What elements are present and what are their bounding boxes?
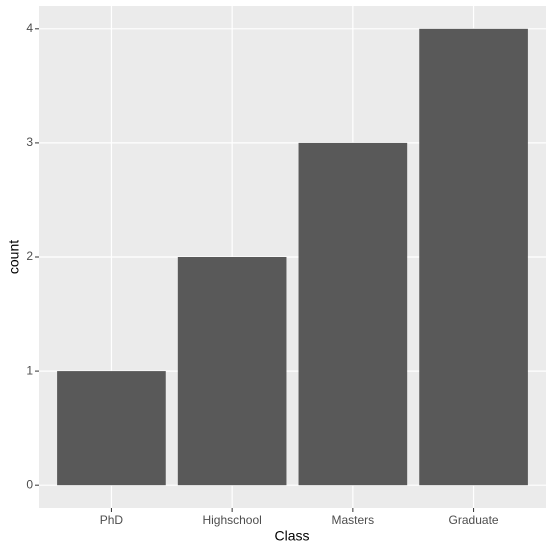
x-axis-title: Class (274, 528, 309, 544)
bar (419, 28, 528, 486)
y-tick-label: 3 (26, 135, 33, 149)
x-tick-label: Graduate (449, 513, 499, 527)
bar (298, 142, 408, 486)
y-tick-label: 0 (26, 477, 33, 491)
y-axis-title: count (6, 240, 22, 274)
y-tick-label: 1 (26, 363, 33, 377)
y-tick-label: 4 (26, 21, 33, 35)
x-tick-label: Masters (332, 513, 375, 527)
x-tick-label: PhD (100, 513, 124, 527)
y-tick-label: 2 (26, 249, 33, 263)
x-tick-label: Highschool (202, 513, 261, 527)
bar (57, 371, 166, 486)
bar (177, 257, 287, 486)
